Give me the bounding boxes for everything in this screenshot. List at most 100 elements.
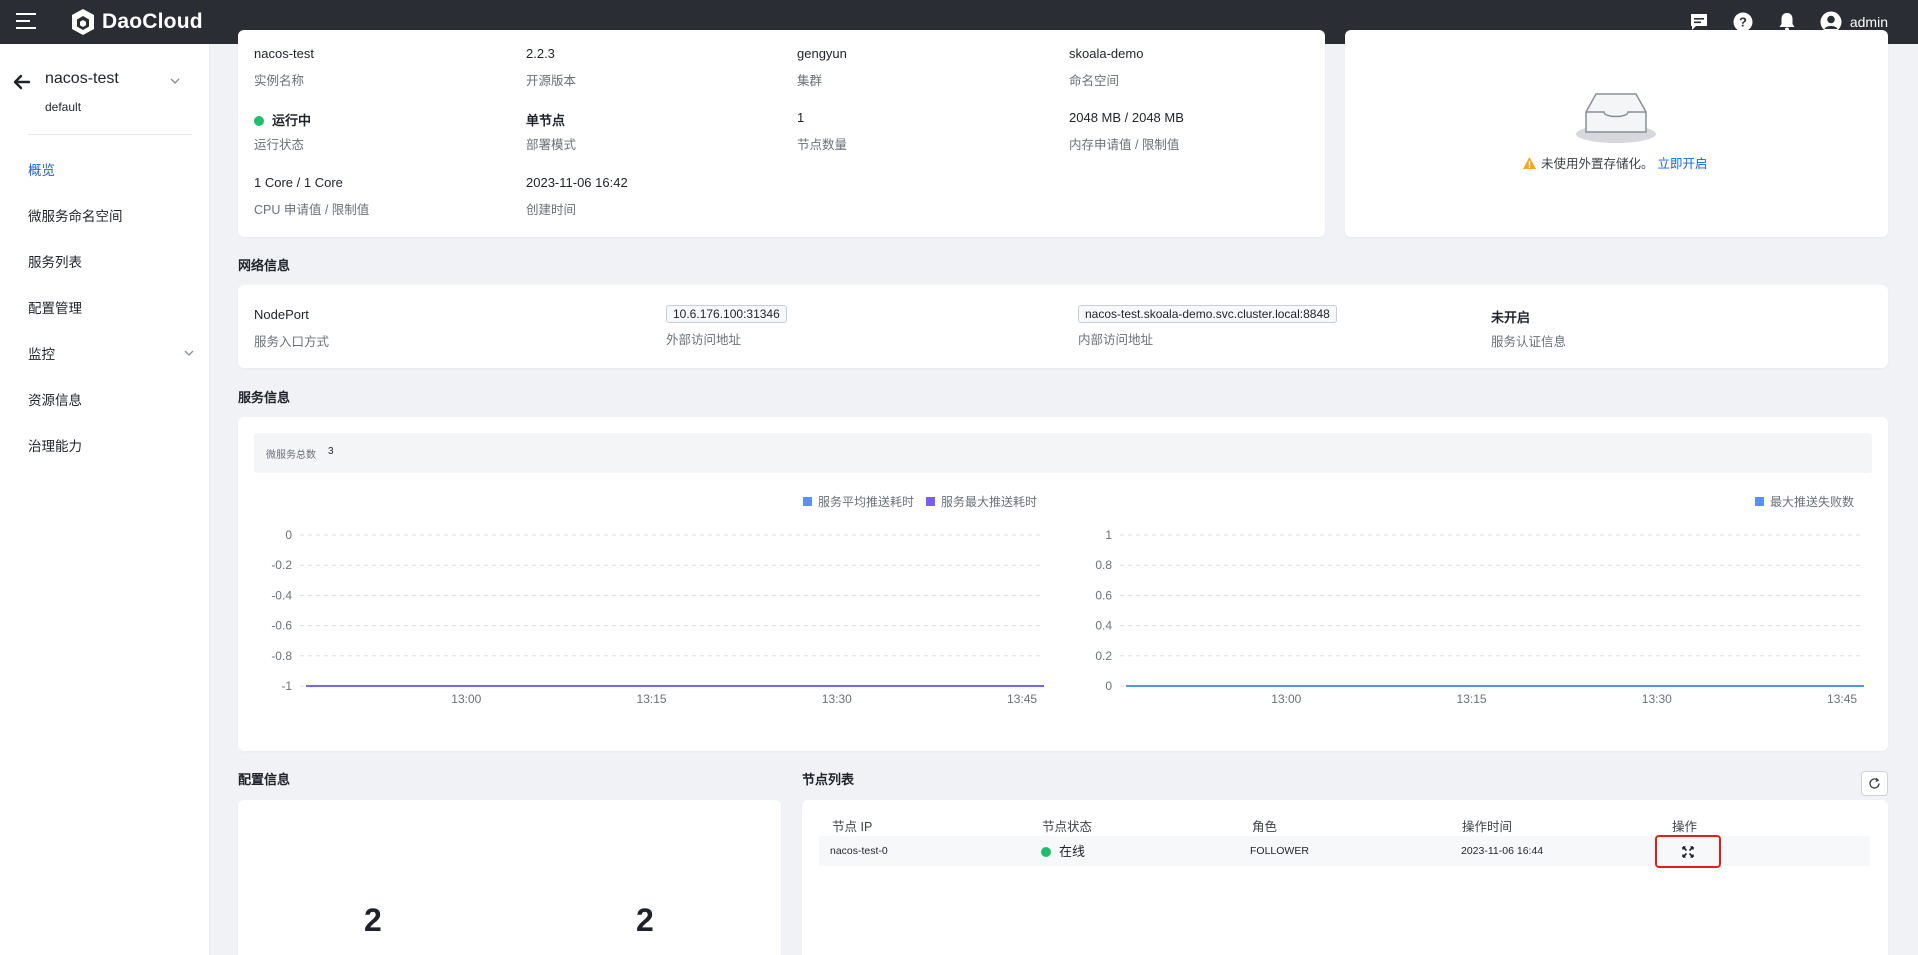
chart2-y-tick-label: 0.6 (1095, 588, 1112, 602)
chart2-x-tick-label: 13:00 (1271, 692, 1301, 706)
version-value: 2.2.3 (526, 46, 555, 61)
memory-label: 内存申请值 / 限制值 (1069, 138, 1180, 152)
chart1-x-tick-label: 13:45 (1007, 692, 1037, 706)
sidebar-item-governance[interactable]: 治理能力 (0, 422, 209, 468)
chart2-legend: 最大推送失败数 (1755, 493, 1854, 510)
help-icon[interactable]: ? (1732, 11, 1754, 33)
divider (28, 134, 192, 135)
config-value-a: 2 (364, 902, 382, 938)
menu-icon[interactable] (16, 13, 36, 29)
instance-name-value: nacos-test (254, 46, 314, 61)
table-row (819, 836, 1870, 866)
node-role-cell: FOLLOWER (1250, 845, 1309, 857)
status-dot (254, 116, 264, 126)
node-ip-cell: nacos-test-0 (830, 845, 888, 857)
sidebar: nacos-test default 概览 微服务命名空间 服务列表 配置管理 … (0, 44, 210, 955)
sidebar-item-namespaces[interactable]: 微服务命名空间 (0, 192, 209, 238)
auth-label: 服务认证信息 (1491, 335, 1567, 349)
node-card (802, 800, 1888, 955)
chart1-y-tick-label: -0.4 (271, 588, 292, 602)
external-address-value[interactable]: 10.6.176.100:31346 (666, 305, 787, 323)
brand-name: DaoCloud (102, 10, 203, 33)
access-mode-value: NodePort (254, 307, 309, 322)
deploy-mode-label: 部署模式 (526, 138, 577, 152)
cpu-label: CPU 申请值 / 限制值 (254, 203, 370, 217)
cpu-value: 1 Core / 1 Core (254, 175, 343, 190)
column-header-time: 操作时间 (1462, 820, 1513, 834)
user-menu[interactable]: admin (1820, 11, 1888, 33)
node-status-text: 在线 (1059, 844, 1086, 859)
access-mode-label: 服务入口方式 (254, 335, 330, 349)
logo[interactable]: DaoCloud (70, 7, 203, 37)
chart2-y-tick-label: 0.2 (1095, 649, 1112, 663)
instance-namespace: default (45, 100, 82, 114)
chart1-x-tick-label: 13:00 (451, 692, 481, 706)
expand-icon (1682, 845, 1694, 858)
created-value: 2023-11-06 16:42 (526, 175, 628, 190)
chevron-down-icon[interactable] (168, 74, 182, 88)
chart2-y-tick-label: 0 (1105, 679, 1112, 693)
sidebar-item-label: 监控 (28, 347, 55, 362)
sidebar-item-overview[interactable]: 概览 (0, 146, 209, 192)
cluster-label: 集群 (797, 74, 823, 88)
chart2-y-tick-label: 0.4 (1095, 619, 1112, 633)
sidebar-item-label: 微服务命名空间 (28, 209, 123, 224)
sidebar-item-label: 配置管理 (28, 301, 82, 316)
back-arrow-icon[interactable] (12, 72, 32, 92)
chart1-y-tick-label: -1 (281, 679, 292, 693)
column-header-actions: 操作 (1672, 820, 1698, 834)
status-text: 运行中 (272, 113, 312, 128)
sidebar-item-monitor[interactable]: 监控 (0, 330, 209, 376)
sidebar-item-label: 服务列表 (28, 255, 82, 270)
chart1-y-tick-label: -0.6 (271, 619, 292, 633)
node-section-title: 节点列表 (802, 772, 855, 787)
sidebar-item-label: 治理能力 (28, 439, 82, 454)
chart1-x-tick-label: 13:30 (822, 692, 852, 706)
version-label: 开源版本 (526, 74, 577, 88)
warning-icon (1523, 156, 1536, 169)
config-value-b: 2 (636, 902, 654, 938)
chart2-y-tick-label: 0.8 (1095, 558, 1112, 572)
instance-selector-name[interactable]: nacos-test (45, 70, 119, 87)
legend-label: 最大推送失败数 (1770, 495, 1855, 509)
chart2-x-tick-label: 13:30 (1642, 692, 1672, 706)
push-failure-chart: 1 0.8 0.6 0.4 0.2 0 13:00 13:15 13:30 13:45 (1095, 528, 1864, 706)
status-value: 运行中 (254, 110, 311, 129)
cluster-value: gengyun (797, 46, 847, 61)
namespace-label: 命名空间 (1069, 74, 1120, 88)
deploy-mode-value: 单节点 (526, 113, 566, 128)
service-total-label: 微服务总数 (266, 450, 316, 461)
storage-notice: 未使用外置存储化。 立即开启 (1522, 153, 1708, 172)
node-count-value: 1 (797, 110, 805, 125)
push-latency-chart: 0 -0.2 -0.4 -0.6 -0.8 -1 13:00 13:15 13:30 13:45 (271, 528, 1044, 706)
internal-address-value[interactable]: nacos-test.skoala-demo.svc.cluster.local… (1078, 305, 1337, 323)
node-action-button[interactable] (1655, 835, 1721, 868)
sidebar-item-config[interactable]: 配置管理 (0, 284, 209, 330)
node-time-cell: 2023-11-06 16:44 (1461, 845, 1544, 857)
config-card (238, 800, 781, 955)
service-summary-strip: 微服务总数 3 (254, 433, 1872, 473)
chart1-y-tick-label: -0.2 (271, 558, 292, 572)
internal-address-label: 内部访问地址 (1078, 333, 1154, 347)
enable-storage-link[interactable]: 立即开启 (1657, 157, 1708, 171)
refresh-button[interactable] (1861, 771, 1888, 796)
online-dot (1041, 847, 1051, 857)
storage-message: 未使用外置存储化。 (1541, 157, 1654, 171)
message-icon[interactable] (1688, 11, 1710, 33)
service-total-value: 3 (328, 446, 334, 457)
network-card (238, 285, 1888, 368)
config-section-title: 配置信息 (238, 772, 291, 787)
sidebar-item-resources[interactable]: 资源信息 (0, 376, 209, 422)
node-status-cell: 在线 (1041, 841, 1085, 860)
chart1-y-tick-label: -0.8 (271, 649, 292, 663)
legend-swatch (926, 497, 936, 506)
legend-swatch (1755, 497, 1764, 506)
refresh-icon (1869, 777, 1880, 789)
chart2-y-tick-label: 1 (1105, 528, 1112, 542)
avatar-icon (1820, 11, 1842, 33)
sidebar-item-services[interactable]: 服务列表 (0, 238, 209, 284)
legend-label: 服务最大推送耗时 (941, 495, 1038, 509)
node-count-label: 节点数量 (797, 138, 848, 152)
basic-info-card (238, 30, 1325, 237)
chart1-y-tick-label: 0 (285, 528, 292, 542)
